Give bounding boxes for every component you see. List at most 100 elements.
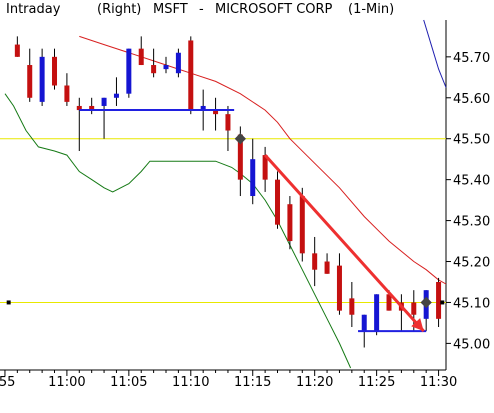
candle-24 [312, 236, 318, 287]
header-interval: (1-Min) [348, 2, 394, 17]
y-tick-label: 45.30 [453, 215, 490, 230]
candle-body-down [14, 44, 20, 57]
candle-26 [336, 253, 342, 315]
candle-body-down [436, 281, 442, 319]
candle-body-up [175, 52, 181, 74]
candle-body-down [188, 40, 194, 111]
candle-body-down [262, 155, 268, 180]
dot-marker-1 [440, 300, 445, 305]
y-axis-ticks: 45.70 45.60 45.50 45.40 45.30 45.20 45.10 45.00 [446, 51, 490, 352]
candle-20 [262, 146, 268, 192]
x-tick-label: 11:15 [234, 375, 271, 390]
chart-header: Intraday (Right) MSFT - MICROSOFT CORP (… [6, 2, 394, 17]
candle-17 [225, 105, 231, 151]
candle-body-down [275, 179, 281, 225]
candle-body-down [76, 105, 82, 111]
candle-0 [14, 36, 20, 57]
candle-21 [275, 171, 281, 229]
candle-body-up [39, 56, 45, 102]
candle-8 [113, 77, 119, 106]
moving-average-green [4, 93, 352, 369]
trend-arrow-head [411, 318, 424, 332]
candle-31 [398, 294, 404, 332]
point-marker-0 [234, 133, 247, 145]
candle-body-down [411, 302, 417, 315]
candle-12 [163, 56, 169, 74]
dot-marker-0 [6, 300, 11, 305]
candle-2 [39, 48, 45, 106]
candle-body-up [101, 97, 107, 106]
candle-5 [76, 97, 82, 151]
candle-10 [138, 36, 144, 66]
candles [14, 36, 442, 348]
x-tick-label: 11:10 [172, 375, 209, 390]
candle-22 [287, 196, 293, 250]
candle-11 [151, 48, 157, 78]
candle-25 [324, 253, 330, 274]
candle-body-down [324, 261, 330, 274]
point-marker-1 [420, 296, 432, 309]
candle-6 [89, 97, 95, 115]
y-tick-label: 45.50 [453, 133, 490, 148]
candle-body-up [126, 48, 132, 94]
candle-body-down [213, 110, 219, 115]
candle-19 [250, 138, 256, 205]
candle-body-up [361, 314, 367, 332]
candle-body-down [386, 294, 392, 311]
candle-4 [64, 73, 70, 106]
y-tick-label: 45.60 [453, 92, 490, 107]
candle-body-down [89, 105, 95, 111]
candle-body-up [250, 159, 256, 197]
candle-7 [101, 97, 107, 139]
candle-14 [188, 36, 194, 115]
candle-3 [52, 48, 58, 90]
candle-body-up [163, 65, 169, 70]
x-tick-label: 11:00 [48, 375, 85, 390]
candle-33 [423, 290, 429, 332]
x-axis-ticks: :55 11:00 11:05 11:10 11:15 11:20 11:25 11:30 [0, 370, 457, 390]
candle-body-down [64, 85, 70, 102]
candle-16 [213, 97, 219, 131]
x-tick-label: :55 [0, 375, 15, 390]
candle-1 [27, 48, 33, 102]
candle-body-up [200, 105, 206, 111]
candle-body-up [113, 93, 119, 98]
candle-9 [126, 48, 132, 98]
candle-body-down [151, 65, 157, 74]
y-tick-label: 45.00 [453, 337, 490, 352]
header-symbol: MSFT [153, 2, 188, 17]
x-tick-label: 11:20 [296, 375, 333, 390]
x-tick-label: 11:25 [358, 375, 395, 390]
annotations [6, 109, 445, 333]
y-tick-label: 45.40 [453, 174, 490, 189]
header-separator: - [199, 2, 204, 17]
candle-29 [374, 294, 380, 336]
y-tick-label: 45.70 [453, 51, 490, 66]
y-tick-label: 45.20 [453, 256, 490, 271]
x-tick-label: 11:05 [110, 375, 147, 390]
candle-23 [299, 187, 305, 262]
horizontal-lines [0, 138, 446, 303]
candle-body-down [52, 56, 58, 86]
header-label: Intraday [6, 2, 61, 17]
candle-body-down [312, 253, 318, 270]
header-axis-side: (Right) [97, 2, 141, 17]
candle-body-down [349, 298, 355, 315]
candle-body-down [237, 134, 243, 180]
candle-body-down [287, 204, 293, 242]
moving-averages [4, 19, 447, 369]
candle-body-up [374, 294, 380, 332]
candle-body-down [299, 196, 305, 254]
candle-body-down [225, 114, 231, 131]
candle-27 [349, 281, 355, 328]
candle-body-down [27, 65, 33, 98]
x-tick-label: 11:30 [420, 375, 457, 390]
candle-body-down [138, 48, 144, 66]
header-company: MICROSOFT CORP [215, 2, 333, 17]
candle-13 [175, 48, 181, 78]
candle-body-down [336, 265, 342, 311]
moving-average-blue [423, 19, 447, 88]
trend-arrow-line [264, 154, 425, 333]
y-tick-label: 45.10 [453, 296, 490, 311]
